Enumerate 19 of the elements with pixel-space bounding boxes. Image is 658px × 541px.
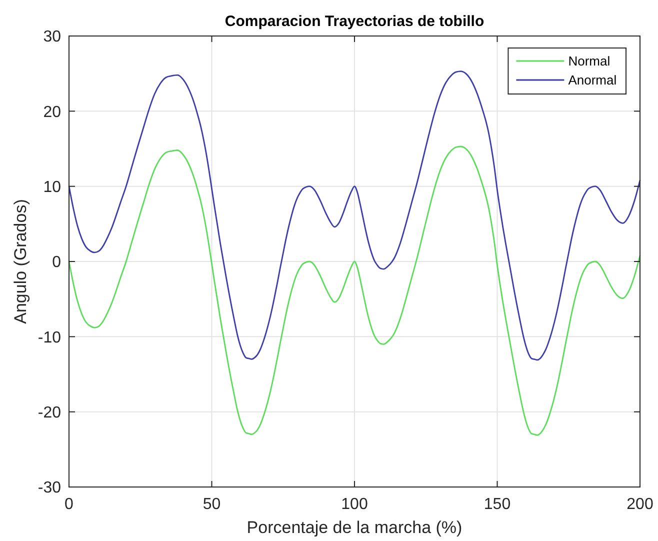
y-tick-label: -30 [38, 480, 62, 497]
x-tick-label: 50 [202, 496, 221, 513]
y-axis-title: Angulo (Grados) [11, 199, 30, 324]
y-tick-label: -10 [38, 329, 62, 346]
y-tick-label: 10 [43, 178, 62, 196]
y-tick-label: 30 [43, 28, 62, 46]
chart-title: Comparacion Trayectorias de tobillo [224, 13, 484, 30]
x-axis-title: Porcentaje de la marcha (%) [246, 518, 462, 537]
y-tick-label: 20 [43, 104, 62, 121]
x-tick-label: 0 [64, 496, 74, 513]
line-series [68, 70, 641, 361]
x-tick-label: 200 [626, 496, 654, 513]
y-tick-label: -20 [38, 404, 62, 422]
legend-label: Normal [568, 54, 610, 69]
x-tick-label: 100 [341, 496, 368, 513]
x-tick-label: 150 [484, 496, 511, 513]
y-tick-label: 0 [52, 254, 62, 272]
legend-label: Anormal [568, 72, 617, 88]
line-series [68, 146, 641, 436]
